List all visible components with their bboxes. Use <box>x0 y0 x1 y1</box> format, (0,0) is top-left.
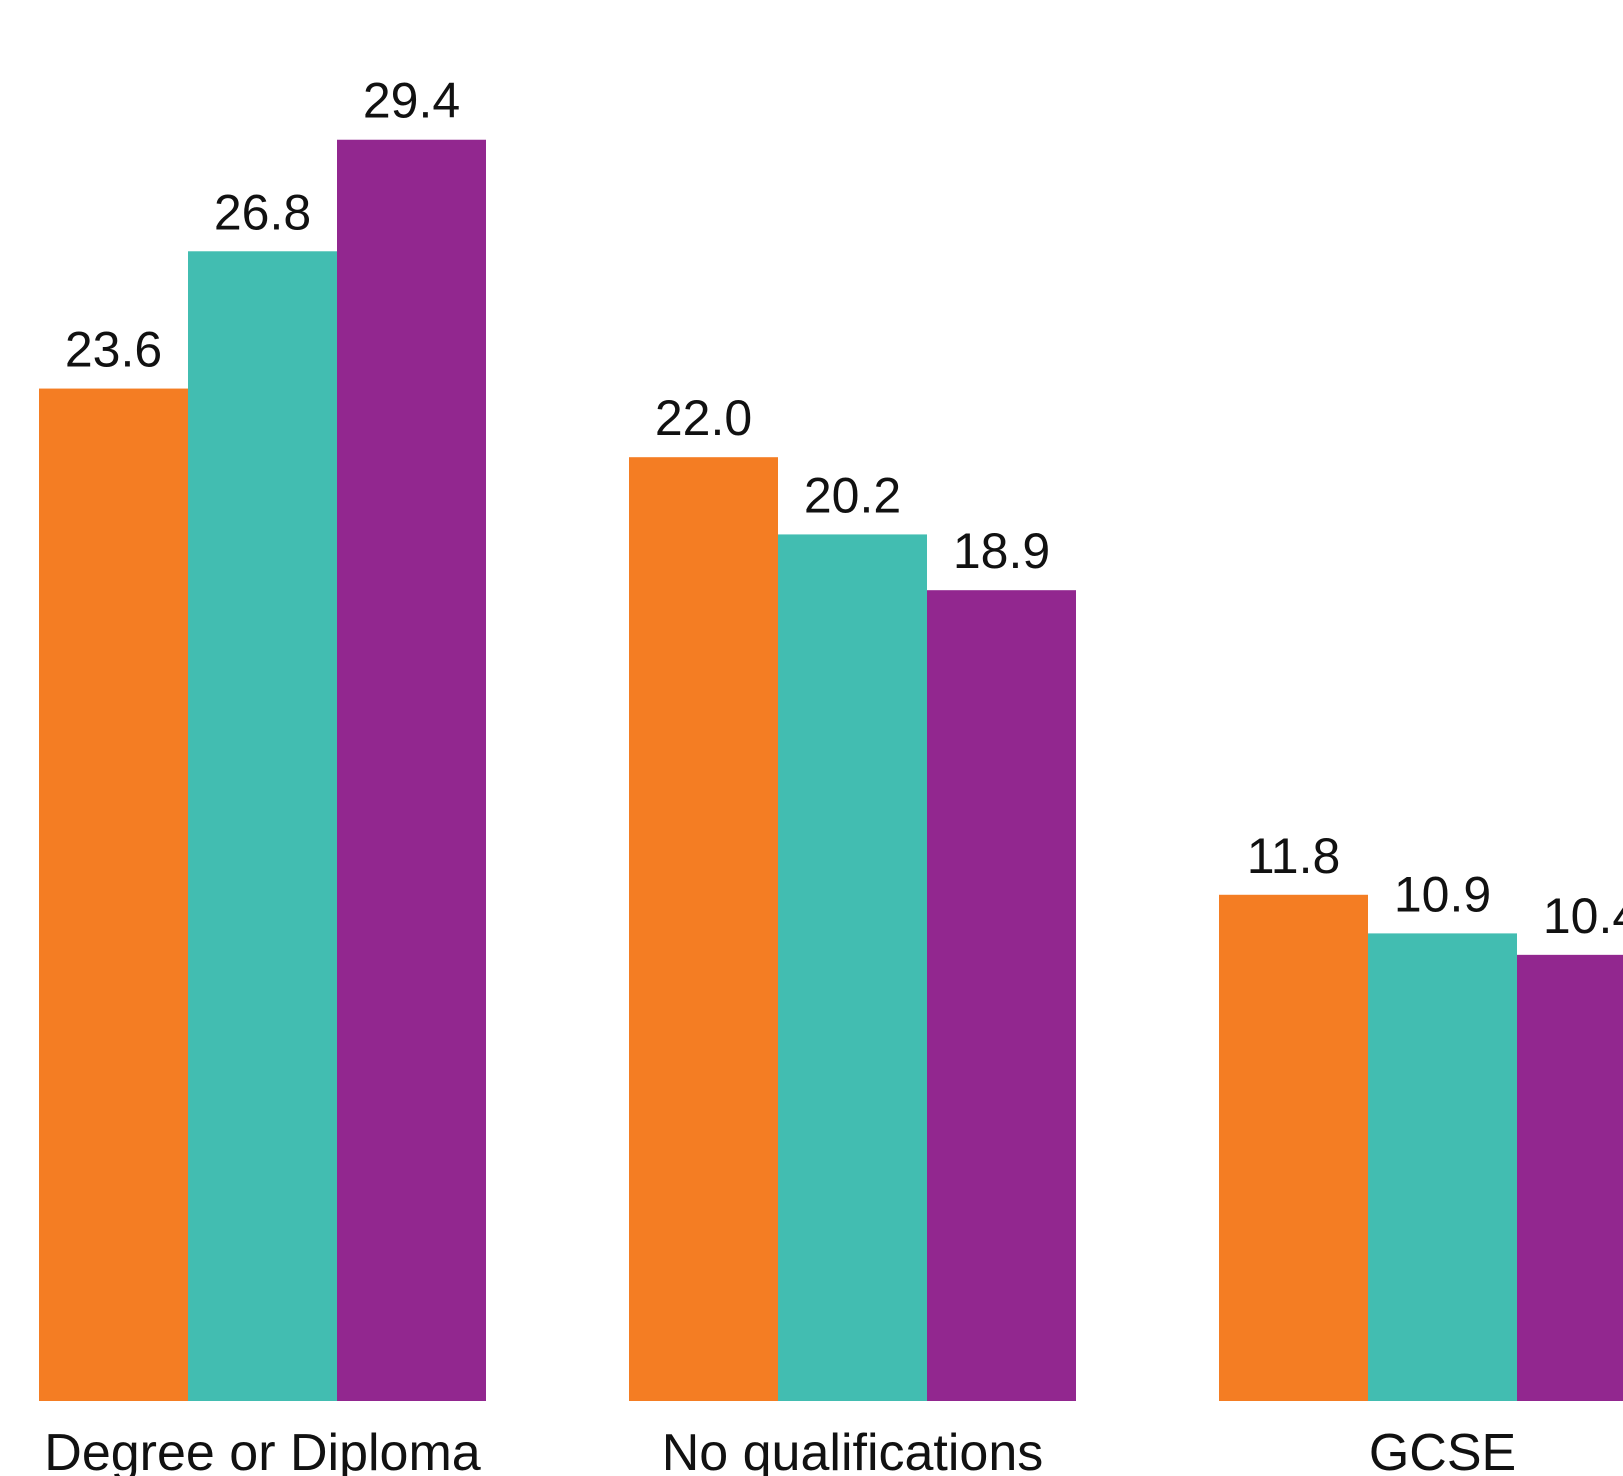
bar-1-2 <box>188 251 337 1401</box>
bar-2-3 <box>927 590 1076 1401</box>
bar-value-label: 22.0 <box>655 390 752 446</box>
bar-value-label: 26.8 <box>214 184 311 240</box>
category-label: No qualifications <box>662 1424 1044 1476</box>
bars-layer <box>39 139 1623 1402</box>
bar-2-2 <box>778 534 927 1401</box>
bar-1-1 <box>39 388 188 1401</box>
bar-value-label: 23.6 <box>65 322 162 378</box>
bar-3-2 <box>1368 933 1517 1401</box>
bar-1-3 <box>337 139 486 1402</box>
value-labels-layer: 23.6 26.8 29.4 22.0 20.2 18.9 11.8 10.9 10.4 <box>65 73 1623 944</box>
category-label: Degree or Diploma <box>44 1424 480 1476</box>
bar-3-1 <box>1219 894 1368 1401</box>
bar-2-1 <box>629 457 778 1401</box>
bar-value-label: 10.4 <box>1543 888 1623 944</box>
bar-3-3 <box>1517 954 1623 1401</box>
bar-value-label: 10.9 <box>1394 866 1491 922</box>
bar-value-label: 18.9 <box>953 523 1050 579</box>
bar-value-label: 20.2 <box>804 467 901 523</box>
bar-value-label: 11.8 <box>1247 828 1341 884</box>
bar-value-label: 29.4 <box>363 73 460 129</box>
category-labels-layer: Degree or Diploma No qualifications GCSE <box>44 1424 1516 1476</box>
category-label: GCSE <box>1369 1424 1516 1476</box>
